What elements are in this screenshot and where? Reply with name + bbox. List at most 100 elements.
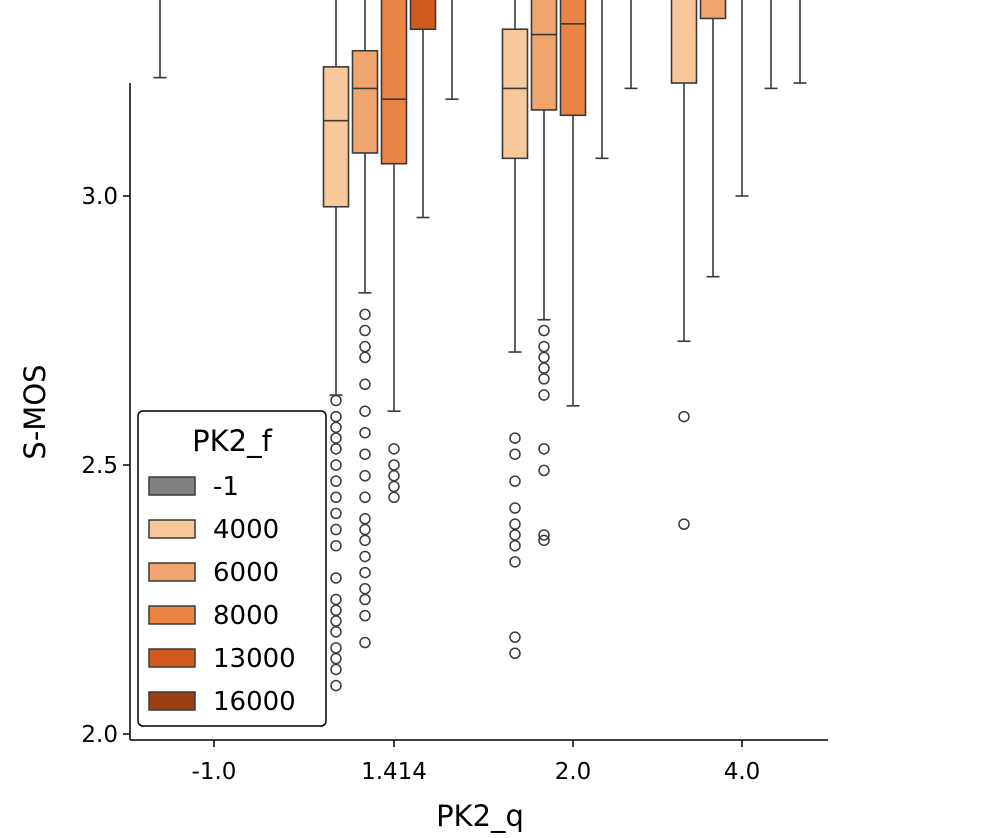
box-4.0-8000 bbox=[735, 0, 749, 197]
legend-swatch bbox=[148, 519, 196, 539]
outlier-point bbox=[330, 410, 342, 423]
box-4.0-4000 bbox=[670, 0, 698, 530]
outlier-point bbox=[388, 491, 400, 504]
outlier-point bbox=[509, 518, 521, 530]
x-tick-label: -1.0 bbox=[192, 759, 237, 785]
outlier-point bbox=[538, 529, 550, 541]
outlier-point bbox=[359, 534, 371, 547]
box-iqr bbox=[559, 0, 587, 117]
x-tick-label: 4.0 bbox=[724, 759, 761, 785]
legend-swatch bbox=[148, 648, 196, 668]
outlier-point bbox=[538, 534, 550, 547]
outlier-point bbox=[538, 464, 550, 477]
outlier-point bbox=[509, 631, 521, 643]
outlier-point bbox=[330, 394, 342, 407]
x-tick-label: 2.0 bbox=[555, 759, 592, 785]
outlier-point bbox=[538, 373, 550, 385]
outlier-point bbox=[359, 582, 371, 595]
box-2.0-8000 bbox=[559, 0, 587, 407]
outlier-point bbox=[359, 513, 371, 525]
outlier-point bbox=[359, 550, 371, 563]
box-2.0-13000 bbox=[595, 0, 609, 160]
box-iqr bbox=[322, 66, 350, 208]
legend-swatch bbox=[148, 605, 196, 625]
outlier-point bbox=[509, 502, 521, 514]
outlier-point bbox=[359, 470, 371, 482]
outlier-point bbox=[359, 426, 371, 439]
box-iqr bbox=[699, 0, 727, 20]
outlier-point bbox=[538, 340, 550, 353]
outlier-point bbox=[330, 615, 342, 627]
outlier-point bbox=[330, 626, 342, 638]
legend-label: -1 bbox=[213, 472, 239, 502]
outlier-point bbox=[538, 362, 550, 374]
box-4.0-13000 bbox=[764, 0, 778, 90]
outlier-point bbox=[330, 652, 342, 665]
outlier-point bbox=[538, 324, 550, 337]
outlier-point bbox=[388, 470, 400, 482]
outlier-point bbox=[330, 604, 342, 617]
x-axis-title: PK2_q bbox=[436, 799, 524, 833]
box-2.0-4000 bbox=[501, 0, 529, 660]
box-4.0-16000 bbox=[793, 0, 807, 84]
plot-area bbox=[153, 0, 807, 692]
outlier-point bbox=[330, 679, 342, 692]
outlier-point bbox=[330, 523, 342, 536]
legend-label: 8000 bbox=[213, 601, 279, 631]
box-1.414-16000 bbox=[445, 0, 459, 100]
outlier-point bbox=[509, 448, 521, 460]
outlier-point bbox=[359, 405, 371, 417]
box-4.0-6000 bbox=[699, 0, 727, 278]
outlier-point bbox=[330, 491, 342, 504]
box-1.414-4000 bbox=[322, 0, 350, 692]
outlier-point bbox=[359, 491, 371, 504]
legend: PK2_f -1 4000 6000 8000 13000 16000 bbox=[137, 410, 327, 727]
outlier-point bbox=[359, 593, 371, 606]
legend-label: 6000 bbox=[213, 558, 279, 588]
legend-swatch bbox=[148, 562, 196, 582]
outlier-point bbox=[330, 421, 342, 434]
x-tick-label: 1.414 bbox=[361, 759, 427, 785]
outlier-point bbox=[359, 523, 371, 536]
outlier-point bbox=[509, 432, 521, 444]
outlier-point bbox=[359, 378, 371, 391]
box--1.0--1 bbox=[153, 0, 167, 79]
outlier-point bbox=[359, 609, 371, 622]
box-2.0-6000 bbox=[530, 0, 558, 547]
y-tick-label: 2.0 bbox=[81, 722, 118, 748]
axes: PK2_q S-MOS 2.02.53.03.54.0-1.01.4142.04… bbox=[18, 83, 828, 833]
box-2.0-16000 bbox=[624, 0, 638, 90]
outlier-point bbox=[330, 593, 342, 606]
outlier-point bbox=[330, 475, 342, 487]
outlier-point bbox=[330, 432, 342, 444]
outlier-point bbox=[509, 539, 521, 552]
outlier-point bbox=[330, 642, 342, 654]
outlier-point bbox=[330, 459, 342, 471]
outlier-point bbox=[359, 340, 371, 353]
legend-label: 4000 bbox=[213, 515, 279, 545]
outlier-point bbox=[330, 539, 342, 552]
box-1.414-13000 bbox=[409, 0, 437, 219]
y-tick-label: 2.5 bbox=[81, 453, 118, 479]
outlier-point bbox=[509, 475, 521, 487]
outlier-point bbox=[359, 324, 371, 337]
box-iqr bbox=[670, 0, 698, 84]
box-1.414-8000 bbox=[380, 0, 408, 504]
outlier-point bbox=[359, 448, 371, 460]
outlier-point bbox=[538, 389, 550, 401]
y-tick-label: 3.0 bbox=[81, 184, 118, 210]
outlier-point bbox=[359, 308, 371, 321]
outlier-point bbox=[330, 572, 342, 584]
outlier-point bbox=[509, 647, 521, 660]
legend-swatch bbox=[148, 691, 196, 711]
outlier-point bbox=[678, 518, 690, 530]
outlier-point bbox=[388, 480, 400, 493]
legend-label: 16000 bbox=[213, 687, 296, 717]
outlier-point bbox=[509, 529, 521, 541]
box-1.414-6000 bbox=[351, 0, 379, 649]
box-iqr bbox=[501, 28, 529, 160]
outlier-point bbox=[330, 443, 342, 455]
y-axis-title: S-MOS bbox=[18, 364, 52, 459]
legend-label: 13000 bbox=[213, 644, 296, 674]
